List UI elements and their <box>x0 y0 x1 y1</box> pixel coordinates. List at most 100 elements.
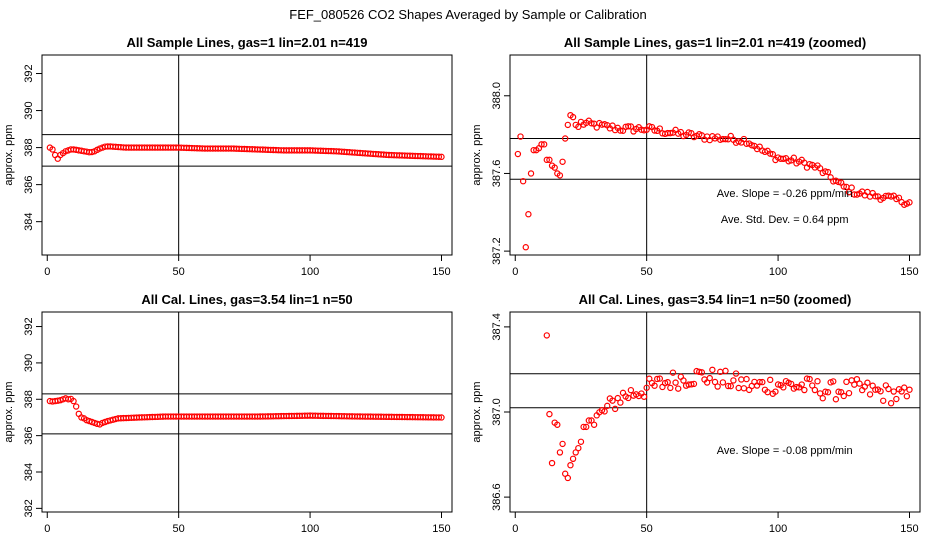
data-point <box>901 384 908 391</box>
data-point <box>832 396 840 403</box>
plot-frame <box>41 54 453 256</box>
data-point <box>646 123 653 130</box>
x-tick-label: 0 <box>44 523 50 535</box>
data-point <box>740 385 748 392</box>
data-point <box>577 438 585 445</box>
x-tick-label: 150 <box>432 523 450 535</box>
chart-panel-2: All Sample Lines, gas=1 lin=2.01 n=419 (… <box>471 35 921 278</box>
y-tick-label: 388 <box>23 390 35 408</box>
x-tick-label: 50 <box>641 266 653 278</box>
data-point <box>614 394 621 402</box>
x-tick-label: 100 <box>301 266 319 278</box>
y-tick-label: 392 <box>23 317 35 335</box>
data-point <box>583 423 590 431</box>
chart-panel-3: All Cal. Lines, gas=3.54 lin=1 n=50 0 50 10… <box>3 292 453 535</box>
data-point <box>438 153 445 161</box>
data-point <box>845 389 853 397</box>
data-point <box>546 410 553 418</box>
data-point <box>625 394 632 402</box>
data-point <box>530 146 537 154</box>
x-tick-label: 50 <box>641 523 653 535</box>
data-point <box>709 366 716 374</box>
data-point <box>840 392 847 400</box>
data-point <box>551 164 558 171</box>
y-axis-label: approx. ppm <box>471 124 483 185</box>
data-point <box>824 389 832 396</box>
data-point <box>756 378 763 386</box>
figure-title: FEF_080526 CO2 Shapes Averaged by Sample… <box>289 7 646 22</box>
x-tick-label: 150 <box>432 266 450 278</box>
data-point <box>803 375 811 382</box>
data-point <box>617 399 624 406</box>
data-point <box>643 384 650 391</box>
data-point <box>653 375 661 383</box>
y-tick-label: 384 <box>23 212 35 230</box>
data-point <box>669 369 677 376</box>
stats-annotation: Ave. Slope = -0.26 ppm/min <box>717 188 853 200</box>
data-point <box>527 170 535 177</box>
data-point <box>559 158 566 165</box>
data-point <box>72 403 80 410</box>
data-point <box>651 382 658 389</box>
data-point <box>835 178 842 186</box>
data-point <box>793 383 800 391</box>
data-point <box>735 384 742 392</box>
data-point <box>667 129 674 137</box>
y-tick-label: 388.0 <box>491 82 503 110</box>
data-point <box>672 379 679 386</box>
data-point <box>893 395 900 403</box>
data-point <box>575 444 582 452</box>
data-point <box>880 397 887 404</box>
y-tick-label: 392 <box>23 64 35 82</box>
data-point <box>714 383 721 390</box>
data-point <box>845 188 853 196</box>
data-point <box>856 380 863 387</box>
data-point <box>543 156 550 164</box>
panel-title: All Cal. Lines, gas=3.54 lin=1 n=50 (zoo… <box>579 292 852 307</box>
y-axis-label: approx. ppm <box>3 381 15 442</box>
data-point <box>543 332 550 339</box>
data-point <box>890 388 897 395</box>
data-point <box>611 405 619 413</box>
data-point <box>806 160 813 168</box>
y-tick-label: 388 <box>23 138 35 156</box>
data-point <box>514 150 522 158</box>
data-point <box>569 113 577 121</box>
data-point <box>540 141 548 148</box>
data-point <box>88 148 96 156</box>
plot-frame <box>509 54 921 256</box>
data-point <box>438 414 445 421</box>
data-point <box>65 396 72 403</box>
data-point <box>885 385 892 393</box>
data-point <box>811 386 819 394</box>
data-point <box>685 129 692 136</box>
x-tick-label: 0 <box>512 523 518 535</box>
data-point <box>554 421 561 428</box>
data-point <box>824 168 832 176</box>
data-point <box>548 459 556 467</box>
data-point <box>522 244 529 251</box>
data-point <box>801 386 808 394</box>
data-point <box>627 123 635 130</box>
data-point <box>564 474 572 482</box>
data-point <box>667 384 674 392</box>
data-point <box>559 440 566 448</box>
data-point <box>49 146 56 153</box>
x-tick-label: 0 <box>512 266 518 278</box>
y-tick-label: 382 <box>23 499 35 517</box>
data-point <box>688 381 695 388</box>
data-point <box>724 382 732 390</box>
data-point <box>798 381 805 388</box>
data-point <box>567 461 574 469</box>
data-point <box>517 133 524 140</box>
data-point <box>866 391 874 398</box>
data-point <box>546 156 553 164</box>
data-point <box>843 378 850 386</box>
data-point <box>840 183 847 190</box>
data-point <box>780 155 787 163</box>
data-point <box>664 378 671 386</box>
data-point <box>903 392 911 400</box>
data-point <box>790 154 798 161</box>
data-point <box>640 393 648 400</box>
data-point <box>780 384 787 391</box>
